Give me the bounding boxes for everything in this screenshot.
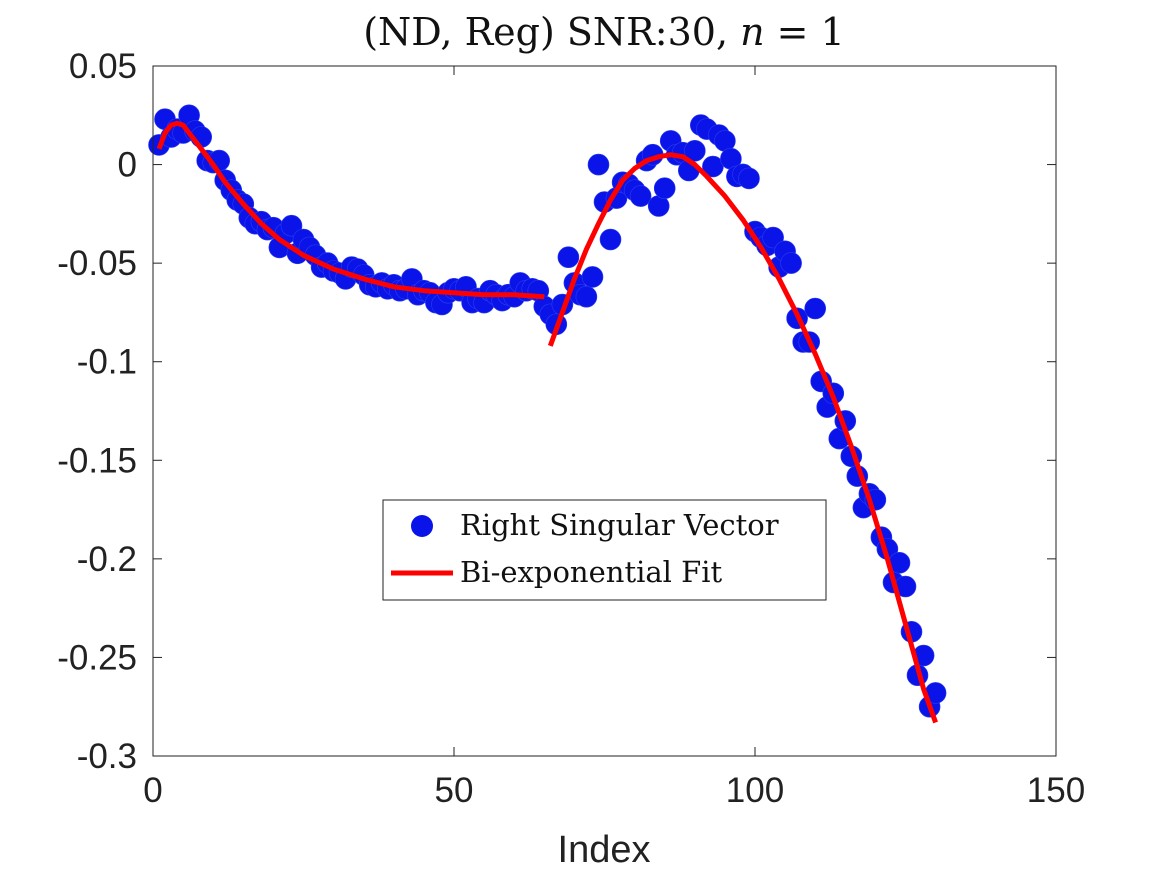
y-tick-label: 0.05 — [69, 47, 137, 86]
data-point — [738, 167, 760, 190]
legend-box — [382, 499, 827, 601]
data-point — [557, 246, 580, 269]
plot-area: 0 50 100 150 0.05 0 -0.05 -0.1 -0.15 -0.2 -0.25 -0.… — [57, 47, 1085, 810]
chart-title-math-rest: = 1 — [765, 10, 845, 54]
x-tick-label: 150 — [1027, 771, 1085, 810]
data-point — [780, 252, 802, 274]
series-layer — [148, 104, 947, 724]
data-point — [575, 285, 598, 308]
y-tick-label: -0.1 — [77, 343, 137, 382]
fit-line-segment — [547, 152, 938, 724]
y-tick-label: -0.15 — [57, 441, 137, 480]
data-point — [653, 177, 676, 199]
y-tick-label: -0.25 — [57, 638, 137, 677]
y-tick-label: -0.2 — [77, 540, 137, 579]
ticks-layer: 0 50 100 150 0.05 0 -0.05 -0.1 -0.15 -0.2 -0.25 -0.… — [57, 47, 1085, 810]
data-point — [629, 185, 652, 207]
x-axis-label: Index — [558, 829, 651, 871]
chart-title: (ND, Reg) SNR:30, n = 1 — [363, 10, 845, 54]
x-tick-label: 100 — [726, 771, 784, 810]
x-tick-label: 50 — [435, 771, 474, 810]
legend: Right Singular Vector Bi-exponential Fit — [382, 499, 827, 601]
y-tick-label: 0 — [118, 146, 137, 185]
chart-title-prefix: (ND, Reg) SNR:30, — [363, 10, 740, 54]
legend-label-scatter: Right Singular Vector — [460, 508, 779, 542]
x-tick-label: 0 — [143, 771, 162, 810]
plot-frame — [152, 65, 1057, 757]
legend-label-line: Bi-exponential Fit — [460, 555, 723, 589]
data-point — [762, 226, 784, 249]
data-point — [280, 214, 303, 237]
y-tick-label: -0.05 — [57, 244, 137, 283]
data-point — [581, 266, 604, 288]
legend-marker-scatter — [411, 515, 433, 537]
data-point — [587, 153, 610, 176]
data-point — [804, 297, 827, 320]
data-point — [599, 228, 622, 251]
y-tick-label: -0.3 — [77, 737, 137, 776]
data-point — [683, 140, 706, 162]
chart-title-math-variable: n — [740, 10, 764, 54]
data-point — [702, 155, 724, 178]
fit-line-segment — [156, 120, 545, 300]
